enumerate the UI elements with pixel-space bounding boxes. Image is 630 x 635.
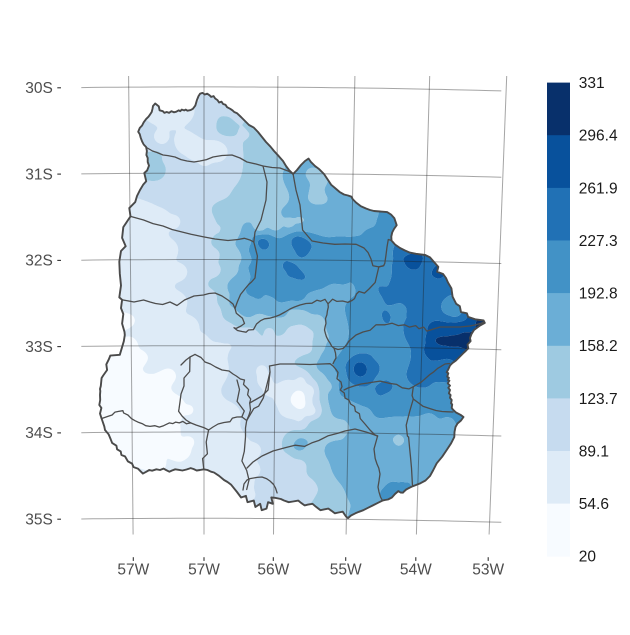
svg-text:20: 20 (579, 549, 597, 566)
svg-text:331: 331 (579, 75, 605, 92)
svg-text:296.4: 296.4 (579, 128, 618, 145)
svg-text:34S: 34S (25, 425, 53, 442)
svg-text:261.9: 261.9 (579, 180, 618, 197)
svg-text:55W: 55W (330, 562, 362, 579)
svg-text:158.2: 158.2 (579, 338, 618, 355)
svg-text:31S: 31S (25, 166, 53, 183)
svg-text:35S: 35S (25, 511, 53, 528)
svg-text:32S: 32S (25, 253, 53, 270)
svg-text:53W: 53W (472, 562, 504, 579)
svg-text:123.7: 123.7 (579, 391, 618, 408)
svg-text:57W: 57W (188, 562, 220, 579)
svg-text:54.6: 54.6 (579, 496, 609, 513)
svg-text:192.8: 192.8 (579, 286, 618, 303)
svg-text:30S: 30S (25, 80, 53, 97)
svg-text:54W: 54W (400, 562, 432, 579)
svg-text:33S: 33S (25, 339, 53, 356)
svg-text:227.3: 227.3 (579, 233, 618, 250)
svg-text:57W: 57W (117, 562, 149, 579)
svg-text:56W: 56W (257, 562, 289, 579)
svg-text:89.1: 89.1 (579, 443, 609, 460)
